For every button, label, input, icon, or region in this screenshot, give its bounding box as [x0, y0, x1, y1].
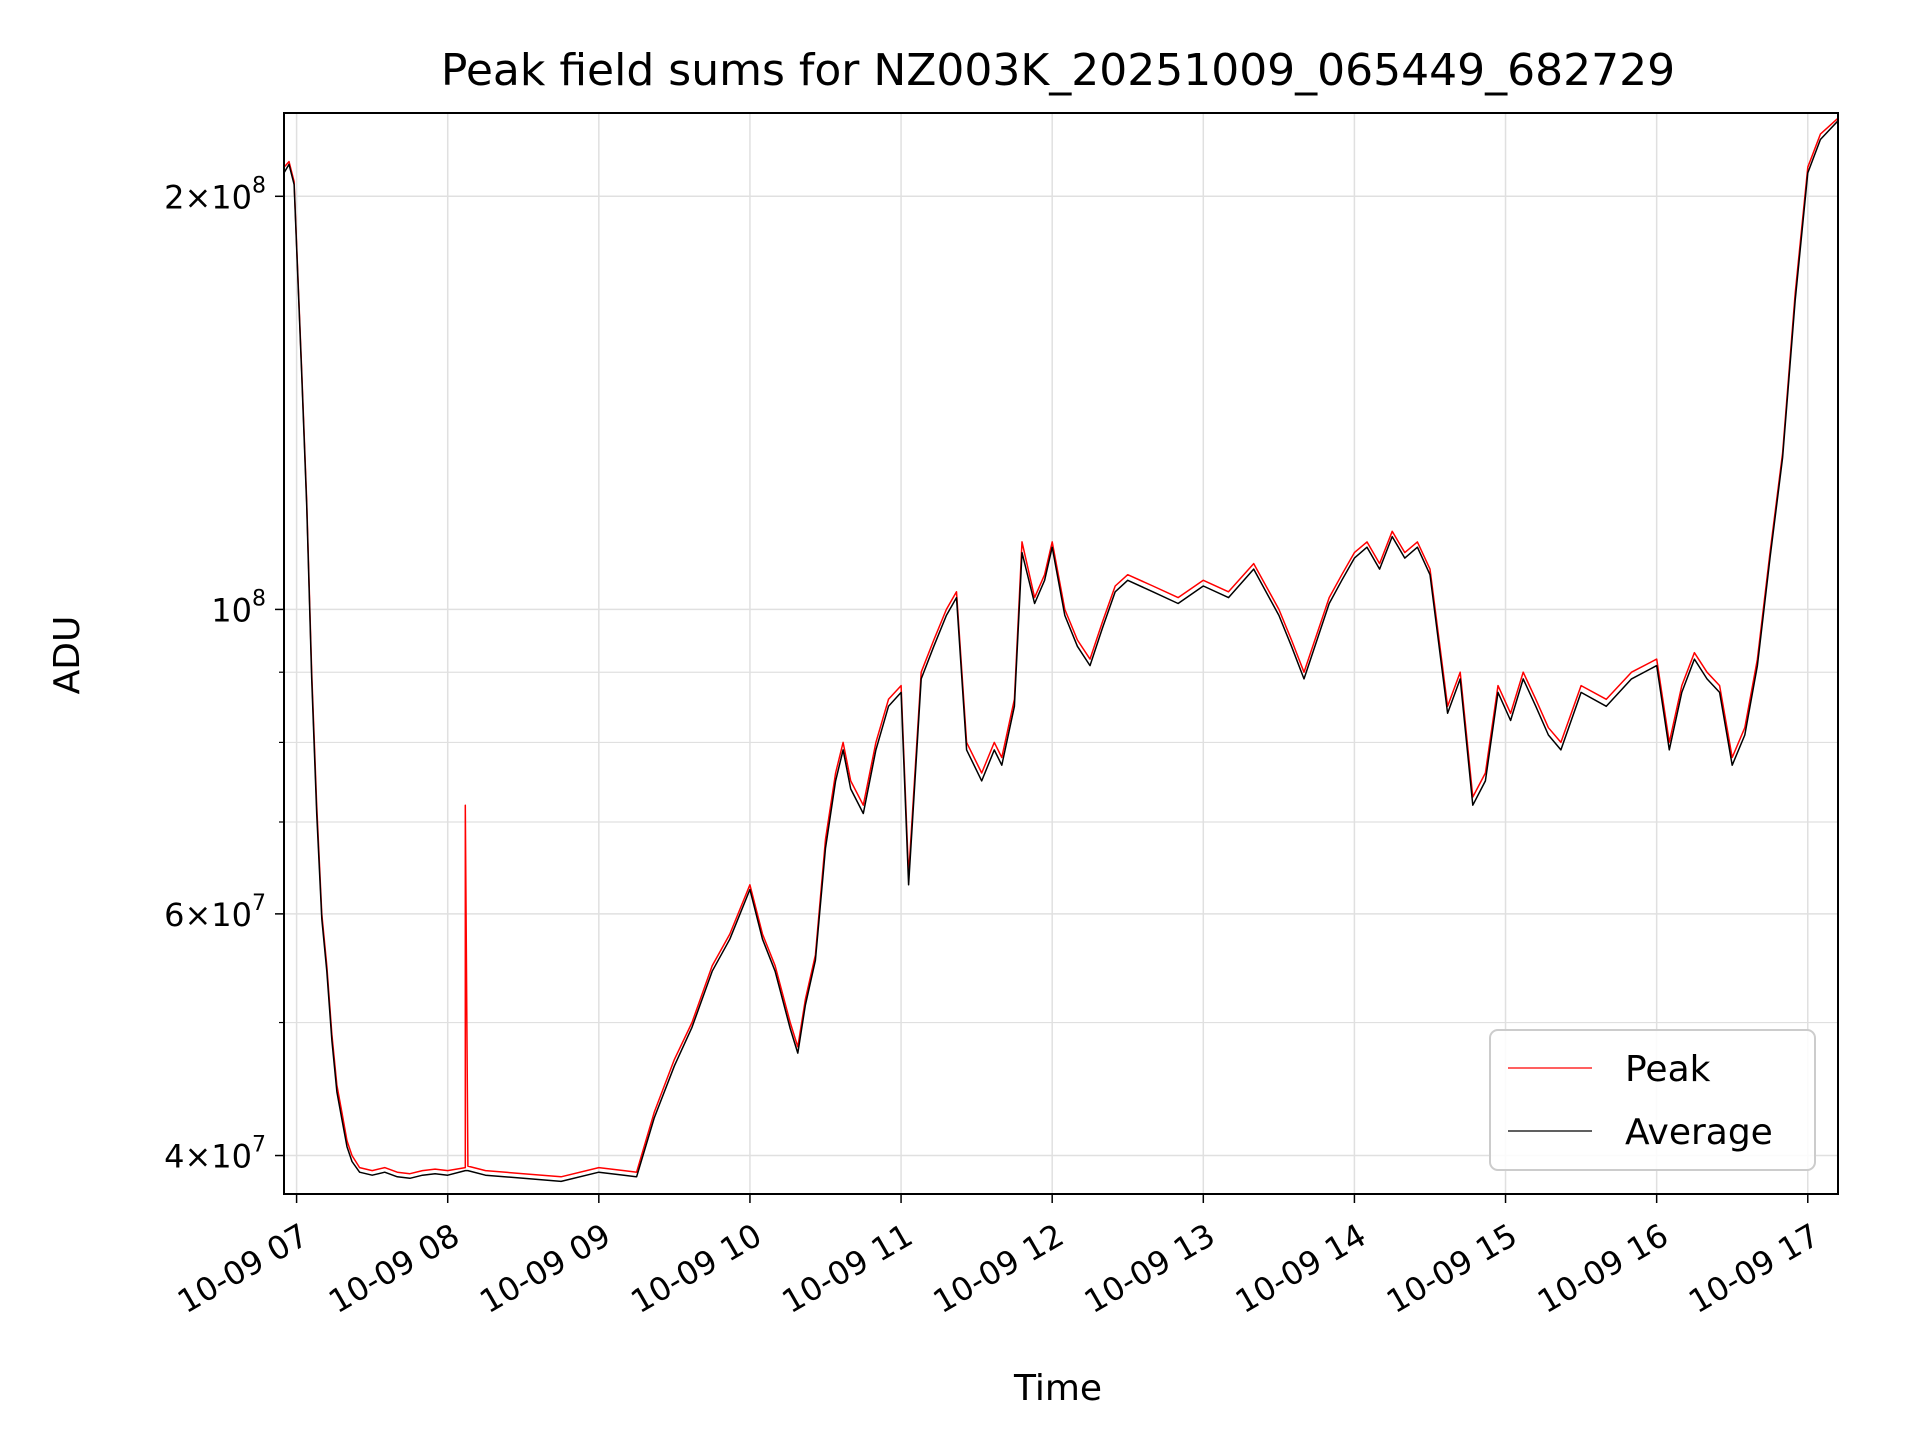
series-line-peak	[283, 117, 1839, 1178]
legend: Peak Average	[1489, 1029, 1816, 1171]
chart-title: Peak field sums for NZ003K_20251009_0654…	[441, 45, 1675, 96]
grid	[284, 113, 1838, 1194]
y-axis-label: ADU	[47, 616, 88, 695]
y-tick-label: 2×108	[164, 173, 266, 216]
y-tick-label: 6×107	[164, 891, 266, 934]
y-tick-label: 4×107	[164, 1133, 266, 1176]
series-line-average	[283, 120, 1839, 1183]
legend-average-label: Average	[1625, 1112, 1773, 1153]
x-axis-label: Time	[1013, 1368, 1102, 1409]
y-tick-label: 108	[211, 586, 266, 629]
legend-box	[1489, 1029, 1816, 1171]
series-layer	[283, 117, 1839, 1183]
plot-frame	[283, 112, 1839, 1195]
legend-peak-label: Peak	[1625, 1049, 1711, 1090]
